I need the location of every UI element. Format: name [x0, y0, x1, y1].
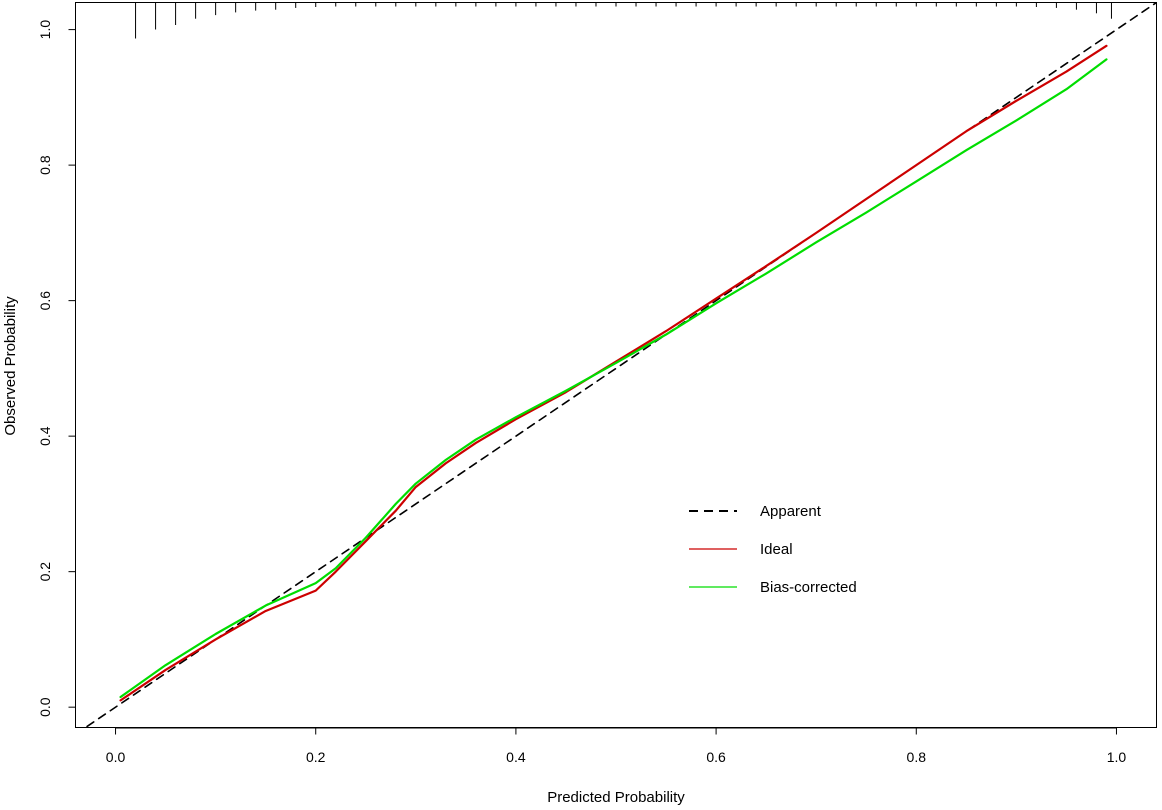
y-tick-label: 1.0: [37, 20, 53, 40]
x-tick-label: 0.4: [506, 749, 526, 765]
y-axis: 0.0 0.2 0.4 0.6 0.8 1.0: [37, 20, 76, 717]
y-tick-label: 0.0: [37, 697, 53, 717]
y-tick-label: 0.8: [37, 155, 53, 175]
plot-lines: [84, 2, 1157, 728]
x-tick-label: 1.0: [1107, 749, 1127, 765]
plot-frame: [75, 2, 1157, 728]
x-tick-label: 0.0: [106, 749, 126, 765]
x-tick-label: 0.6: [706, 749, 726, 765]
x-tick-label: 0.2: [306, 749, 326, 765]
legend-label: Bias-corrected: [760, 579, 857, 596]
legend: Apparent Ideal Bias-corrected: [689, 503, 857, 596]
x-axis-title: Predicted Probability: [547, 789, 685, 806]
series-line-bias-corrected: [119, 58, 1108, 699]
x-axis: 0.0 0.2 0.4 0.6 0.8 1.0: [106, 727, 1127, 765]
y-tick-label: 0.6: [37, 291, 53, 311]
legend-label: Apparent: [760, 503, 822, 520]
series-line-apparent: [84, 2, 1157, 728]
x-tick-label: 0.8: [907, 749, 927, 765]
y-tick-label: 0.4: [37, 426, 53, 446]
y-axis-title: Observed Probability: [2, 296, 19, 436]
rug-ticks: [135, 2, 1112, 39]
series-line-ideal: [119, 44, 1108, 702]
y-tick-label: 0.2: [37, 562, 53, 582]
legend-label: Ideal: [760, 541, 793, 558]
